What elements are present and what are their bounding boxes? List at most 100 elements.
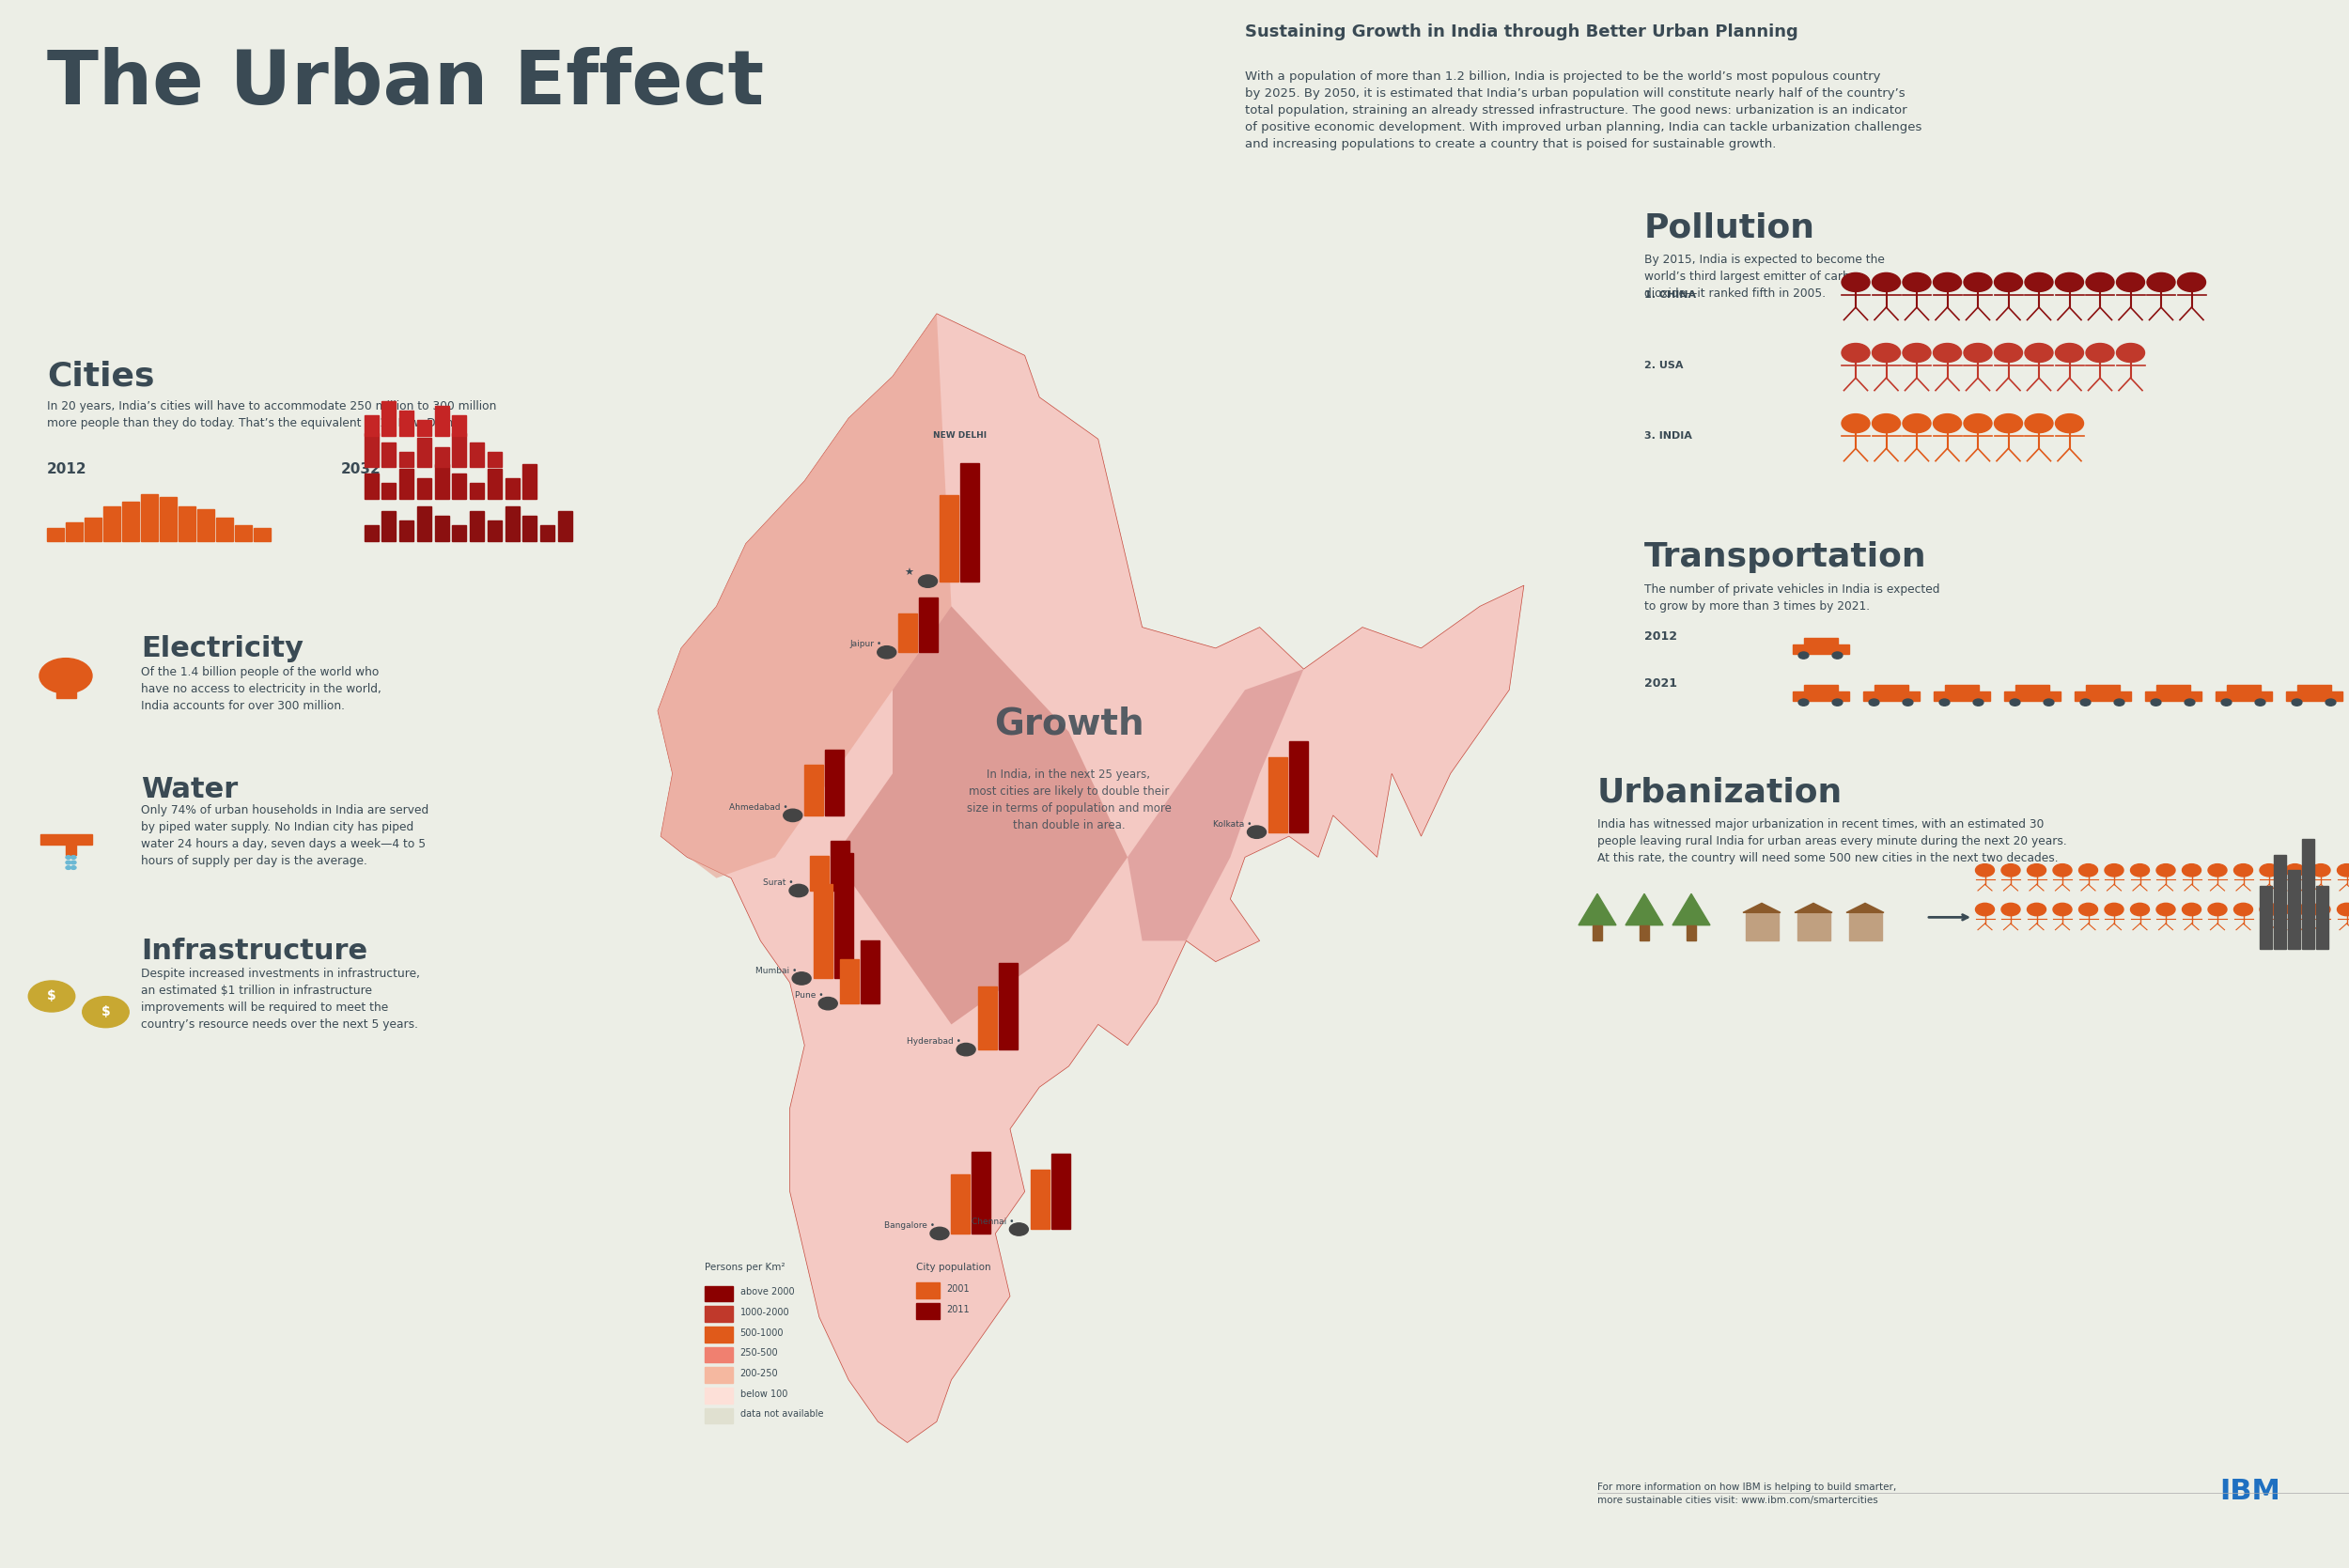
Bar (418, 478, 432, 499)
Bar (435, 406, 449, 436)
Text: 2. USA: 2. USA (1644, 361, 1684, 370)
Bar (2156, 685, 2189, 691)
Text: Chennai •: Chennai • (972, 1217, 1015, 1226)
Circle shape (2156, 903, 2175, 916)
Bar (961, 464, 980, 582)
Bar (45, 1002, 59, 1007)
Bar (1792, 644, 1849, 654)
Bar (470, 511, 484, 541)
Bar (364, 416, 378, 436)
Circle shape (2178, 273, 2206, 292)
Text: In India, in the next 25 years,
most cities are likely to double their
size in t: In India, in the next 25 years, most cit… (965, 768, 1172, 831)
Circle shape (792, 972, 810, 985)
Bar (470, 442, 484, 467)
Bar (122, 502, 139, 541)
Bar (505, 478, 519, 499)
Text: Water: Water (141, 776, 237, 803)
Circle shape (1872, 343, 1900, 362)
Bar (705, 1306, 733, 1322)
Polygon shape (1672, 894, 1710, 925)
Bar (1687, 925, 1696, 941)
Circle shape (2234, 864, 2253, 877)
Circle shape (1903, 343, 1931, 362)
Circle shape (1994, 273, 2022, 292)
Bar (1875, 685, 1907, 691)
Text: Bangalore •: Bangalore • (883, 1221, 935, 1229)
Bar (66, 522, 82, 541)
Bar (832, 840, 850, 891)
Polygon shape (1626, 894, 1663, 925)
Bar (435, 447, 449, 467)
Circle shape (2152, 699, 2161, 706)
Text: India has witnessed major urbanization in recent times, with an estimated 30
peo: India has witnessed major urbanization i… (1597, 818, 2067, 864)
Bar (418, 420, 432, 436)
Circle shape (2208, 903, 2227, 916)
Bar (2215, 691, 2271, 701)
Bar (399, 452, 413, 467)
Circle shape (1799, 652, 1809, 659)
Bar (381, 511, 395, 541)
Bar (40, 834, 92, 844)
Bar (918, 597, 937, 652)
Text: $: $ (47, 989, 56, 1004)
Circle shape (2001, 864, 2020, 877)
Bar (418, 437, 432, 467)
Circle shape (28, 982, 75, 1011)
Bar (705, 1408, 733, 1424)
Text: Mumbai •: Mumbai • (756, 966, 796, 975)
Text: Jaipur •: Jaipur • (850, 640, 883, 649)
Circle shape (70, 861, 75, 864)
Circle shape (1973, 699, 1983, 706)
Bar (2302, 839, 2314, 949)
Circle shape (2116, 343, 2145, 362)
Circle shape (1976, 864, 1994, 877)
Circle shape (1940, 699, 1950, 706)
Bar (235, 525, 251, 541)
Bar (451, 474, 465, 499)
Bar (977, 986, 996, 1049)
Bar (451, 416, 465, 436)
Circle shape (820, 997, 839, 1010)
Text: Despite increased investments in infrastructure,
an estimated $1 trillion in inf: Despite increased investments in infrast… (141, 967, 420, 1030)
Bar (803, 765, 822, 815)
Text: 2012: 2012 (47, 463, 87, 477)
Text: 200-250: 200-250 (740, 1369, 778, 1378)
Circle shape (1010, 1223, 1029, 1236)
Bar (399, 411, 413, 436)
Text: By 2015, India is expected to become the
world’s third largest emitter of carbon: By 2015, India is expected to become the… (1644, 254, 1884, 299)
Text: data not available: data not available (740, 1410, 822, 1419)
Circle shape (2311, 903, 2330, 916)
Circle shape (1964, 414, 1992, 433)
Circle shape (1842, 273, 1870, 292)
Bar (470, 483, 484, 499)
Bar (2227, 685, 2260, 691)
Circle shape (2337, 864, 2349, 877)
Text: $: $ (101, 1005, 110, 1019)
Text: 2032: 2032 (341, 463, 381, 477)
Circle shape (2086, 343, 2114, 362)
Text: In 20 years, India’s cities will have to accommodate 250 million to 300 million
: In 20 years, India’s cities will have to… (47, 400, 496, 430)
Circle shape (2053, 864, 2072, 877)
Polygon shape (658, 314, 951, 878)
Bar (1268, 757, 1287, 833)
Circle shape (2185, 699, 2194, 706)
Text: 2012: 2012 (1644, 630, 1677, 643)
Bar (1804, 638, 1837, 644)
Circle shape (2293, 699, 2302, 706)
Polygon shape (1128, 670, 1304, 941)
Text: Ahmedabad •: Ahmedabad • (728, 803, 787, 812)
Bar (179, 506, 195, 541)
Circle shape (1964, 273, 1992, 292)
Bar (451, 433, 465, 467)
Circle shape (2025, 343, 2053, 362)
Circle shape (1832, 699, 1842, 706)
Circle shape (2025, 414, 2053, 433)
Bar (841, 960, 860, 1004)
Bar (141, 494, 157, 541)
Circle shape (82, 997, 129, 1027)
Circle shape (956, 1043, 975, 1055)
Bar (2015, 685, 2048, 691)
Circle shape (2182, 903, 2201, 916)
Bar (489, 521, 503, 541)
Text: Of the 1.4 billion people of the world who
have no access to electricity in the : Of the 1.4 billion people of the world w… (141, 666, 381, 712)
